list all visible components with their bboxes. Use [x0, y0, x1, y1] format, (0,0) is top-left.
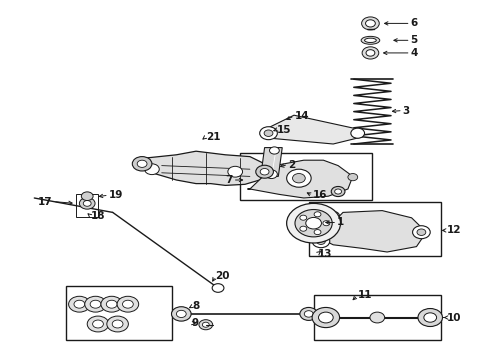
Circle shape — [314, 212, 321, 217]
Circle shape — [327, 211, 340, 221]
Circle shape — [351, 128, 365, 138]
Polygon shape — [261, 148, 282, 176]
Bar — [309, 202, 441, 256]
Circle shape — [331, 186, 345, 197]
Circle shape — [317, 238, 325, 244]
Text: 21: 21 — [206, 132, 220, 142]
Bar — [66, 286, 172, 340]
Polygon shape — [265, 115, 363, 144]
Circle shape — [287, 203, 341, 243]
Circle shape — [270, 147, 279, 154]
Circle shape — [312, 235, 330, 248]
Ellipse shape — [365, 38, 376, 42]
Text: 5: 5 — [411, 35, 418, 45]
Circle shape — [93, 320, 103, 328]
Circle shape — [295, 210, 332, 237]
Polygon shape — [318, 211, 426, 252]
Circle shape — [348, 174, 358, 181]
Text: 7: 7 — [225, 175, 233, 185]
Text: 11: 11 — [358, 290, 372, 300]
Text: 3: 3 — [403, 105, 410, 116]
Circle shape — [212, 284, 224, 292]
Circle shape — [256, 165, 273, 178]
Circle shape — [199, 320, 213, 330]
Circle shape — [69, 296, 90, 312]
Circle shape — [74, 300, 85, 308]
Circle shape — [83, 201, 91, 206]
Circle shape — [260, 168, 269, 175]
Circle shape — [106, 300, 117, 308]
Text: 6: 6 — [411, 18, 418, 28]
Circle shape — [202, 322, 209, 327]
Circle shape — [300, 215, 307, 220]
Circle shape — [314, 230, 321, 235]
Circle shape — [112, 320, 123, 328]
Text: 1: 1 — [337, 217, 344, 228]
Text: 14: 14 — [294, 111, 309, 121]
Circle shape — [418, 309, 442, 327]
Circle shape — [370, 312, 385, 323]
Circle shape — [287, 169, 311, 187]
Circle shape — [335, 189, 342, 194]
Circle shape — [101, 296, 122, 312]
Text: 19: 19 — [109, 190, 123, 200]
Circle shape — [264, 130, 273, 136]
Circle shape — [424, 313, 437, 322]
Text: 2: 2 — [288, 159, 295, 170]
Circle shape — [79, 198, 95, 209]
Text: 8: 8 — [193, 301, 200, 311]
Circle shape — [145, 164, 159, 175]
Text: 17: 17 — [38, 197, 53, 207]
Circle shape — [323, 221, 330, 226]
Circle shape — [413, 226, 430, 239]
Circle shape — [117, 296, 139, 312]
Text: 18: 18 — [91, 211, 105, 221]
Text: 16: 16 — [313, 190, 327, 201]
Circle shape — [90, 300, 101, 308]
Circle shape — [304, 311, 313, 317]
Circle shape — [417, 229, 426, 235]
Bar — [240, 153, 372, 200]
Bar — [314, 295, 441, 340]
Circle shape — [366, 50, 375, 56]
Circle shape — [300, 226, 307, 231]
Circle shape — [318, 312, 333, 323]
Polygon shape — [140, 151, 267, 185]
Circle shape — [137, 160, 147, 167]
Text: 13: 13 — [318, 249, 332, 259]
Circle shape — [172, 307, 191, 321]
Ellipse shape — [361, 36, 380, 44]
Circle shape — [122, 300, 133, 308]
Circle shape — [362, 47, 379, 59]
Circle shape — [107, 316, 128, 332]
Text: 9: 9 — [191, 318, 198, 328]
Circle shape — [266, 170, 277, 179]
Circle shape — [260, 127, 277, 140]
Circle shape — [293, 174, 305, 183]
Circle shape — [87, 316, 109, 332]
Text: 4: 4 — [411, 48, 418, 58]
Bar — [76, 194, 98, 217]
Circle shape — [366, 20, 375, 27]
Text: 20: 20 — [216, 271, 230, 281]
Text: 12: 12 — [447, 225, 462, 235]
Circle shape — [85, 296, 106, 312]
Circle shape — [81, 192, 93, 201]
Circle shape — [228, 166, 243, 177]
Text: 10: 10 — [447, 312, 462, 323]
Text: 15: 15 — [277, 125, 292, 135]
Polygon shape — [247, 160, 353, 198]
Circle shape — [132, 157, 152, 171]
Circle shape — [300, 307, 318, 320]
Circle shape — [306, 217, 321, 229]
Circle shape — [176, 310, 186, 318]
Circle shape — [362, 17, 379, 30]
Circle shape — [312, 307, 340, 328]
